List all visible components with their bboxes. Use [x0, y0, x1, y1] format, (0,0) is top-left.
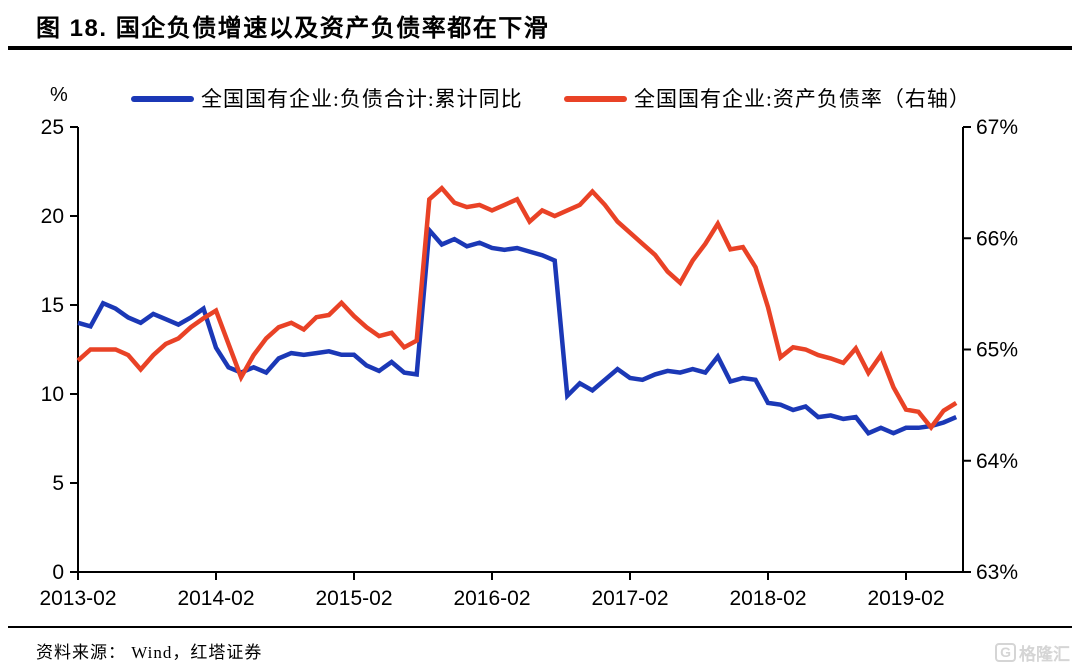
- legend-label-liabilities: 全国国有企业:负债合计:累计同比: [201, 87, 523, 111]
- y-left-tick-label: 0: [52, 561, 64, 584]
- y-right-tick-label: 63%: [976, 561, 1018, 584]
- y-right-tick-label: 67%: [976, 116, 1018, 139]
- x-tick-label: 2014-02: [177, 587, 254, 610]
- left-axis-unit-label: %: [50, 84, 68, 106]
- y-right-tick-label: 65%: [976, 339, 1018, 362]
- legend-swatch-ratio: [564, 96, 627, 102]
- y-left-tick-label: 5: [52, 472, 64, 495]
- footer-divider: [8, 626, 1072, 628]
- gelonghui-logo: G 格隆汇: [995, 640, 1070, 665]
- x-tick-label: 2018-02: [729, 587, 806, 610]
- y-left-tick-label: 15: [41, 294, 64, 317]
- y-right-tick-label: 64%: [976, 450, 1018, 473]
- y-left-tick-label: 25: [41, 116, 64, 139]
- logo-g-icon: G: [995, 643, 1016, 662]
- asset-liability-ratio-line: [76, 185, 958, 432]
- x-tick-label: 2017-02: [591, 587, 668, 610]
- source-note: 资料来源： Wind，红塔证券: [36, 643, 263, 662]
- logo-text: 格隆汇: [1019, 645, 1070, 664]
- legend-label-ratio: 全国国有企业:资产负债率（右轴）: [634, 87, 971, 111]
- x-tick-label: 2013-02: [39, 587, 116, 610]
- y-left-tick-label: 20: [41, 205, 64, 228]
- title-underline: [8, 46, 1072, 50]
- liabilities-yoy-line: [77, 224, 958, 436]
- axis-frame: [77, 127, 964, 573]
- y-right-tick-label: 66%: [976, 227, 1018, 250]
- x-tick-label: 2016-02: [453, 587, 530, 610]
- y-left-tick-label: 10: [41, 383, 64, 406]
- legend-swatch-liabilities: [131, 96, 194, 102]
- x-tick-label: 2015-02: [315, 587, 392, 610]
- x-tick-label: 2019-02: [867, 587, 944, 610]
- page-title: 图 18. 国企负债增速以及资产负债率都在下滑: [36, 15, 550, 42]
